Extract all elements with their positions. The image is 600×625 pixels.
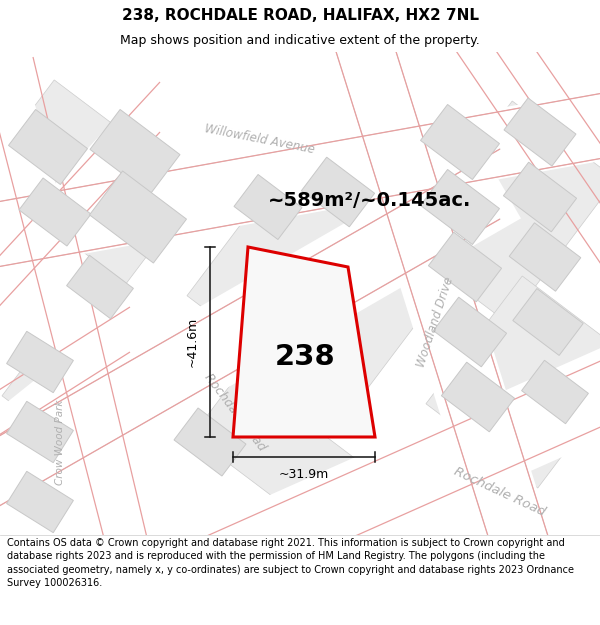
Text: Rochdale Road: Rochdale Road xyxy=(202,371,268,453)
Polygon shape xyxy=(509,222,581,291)
Polygon shape xyxy=(421,104,499,179)
Polygon shape xyxy=(187,168,443,416)
Polygon shape xyxy=(2,316,158,468)
Polygon shape xyxy=(404,101,600,323)
Text: Contains OS data © Crown copyright and database right 2021. This information is : Contains OS data © Crown copyright and d… xyxy=(7,538,574,589)
Polygon shape xyxy=(301,157,374,227)
Polygon shape xyxy=(433,297,506,367)
Polygon shape xyxy=(428,232,502,302)
Polygon shape xyxy=(0,90,178,319)
Text: Woodland Drive: Woodland Drive xyxy=(414,275,456,369)
Polygon shape xyxy=(7,401,73,462)
Text: Rochdale Road: Rochdale Road xyxy=(452,465,548,519)
Polygon shape xyxy=(19,178,91,246)
Polygon shape xyxy=(513,289,583,356)
Polygon shape xyxy=(0,55,147,549)
Polygon shape xyxy=(0,88,600,271)
Text: ~41.6m: ~41.6m xyxy=(185,317,199,367)
Polygon shape xyxy=(504,98,576,166)
Polygon shape xyxy=(234,174,302,239)
Polygon shape xyxy=(442,362,515,432)
Polygon shape xyxy=(233,247,375,437)
Text: Crow Wood Park: Crow Wood Park xyxy=(55,399,65,485)
Text: Map shows position and indicative extent of the property.: Map shows position and indicative extent… xyxy=(120,34,480,47)
Polygon shape xyxy=(503,162,577,232)
Polygon shape xyxy=(326,31,553,562)
Polygon shape xyxy=(7,471,73,532)
Polygon shape xyxy=(89,171,187,263)
Polygon shape xyxy=(0,315,144,469)
Polygon shape xyxy=(421,169,499,244)
Text: 238: 238 xyxy=(275,343,335,371)
Polygon shape xyxy=(183,334,600,611)
Text: 238, ROCHDALE ROAD, HALIFAX, HX2 7NL: 238, ROCHDALE ROAD, HALIFAX, HX2 7NL xyxy=(121,8,479,23)
Polygon shape xyxy=(192,372,368,532)
Text: Willowfield Avenue: Willowfield Avenue xyxy=(204,122,316,156)
Polygon shape xyxy=(67,255,133,319)
Polygon shape xyxy=(8,109,88,184)
Polygon shape xyxy=(7,331,73,392)
Text: ~589m²/~0.145ac.: ~589m²/~0.145ac. xyxy=(268,191,472,209)
Polygon shape xyxy=(521,360,589,424)
Polygon shape xyxy=(426,276,600,488)
Text: ~31.9m: ~31.9m xyxy=(279,469,329,481)
Polygon shape xyxy=(0,80,198,284)
Polygon shape xyxy=(90,109,180,194)
Polygon shape xyxy=(174,408,246,476)
Polygon shape xyxy=(0,146,521,518)
